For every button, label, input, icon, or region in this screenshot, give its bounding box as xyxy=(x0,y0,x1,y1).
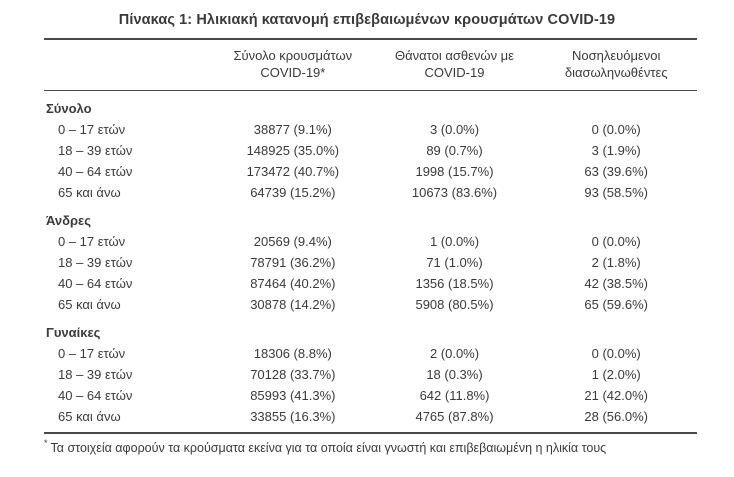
age-label: 65 και άνω xyxy=(58,297,121,312)
footnote: * Τα στοιχεία αφορούν τα κρούσματα εκείνα… xyxy=(44,438,734,455)
column-header-intubated: Νοσηλευόμενοι διασωληνωθέντες xyxy=(535,47,697,81)
cases-value: 70128 (33.7%) xyxy=(250,367,336,382)
age-label: 18 – 39 ετών xyxy=(58,143,133,158)
age-label: 65 και άνω xyxy=(58,409,121,424)
cases-value: 148925 (35.0%) xyxy=(246,143,340,158)
page-title: Πίνακας 1: Ηλικιακή κατανομή επιβεβαιωμέ… xyxy=(118,12,616,28)
cases-value: 30878 (14.2%) xyxy=(250,297,336,312)
column-header-cases: Σύνολο κρουσμάτων COVID-19* xyxy=(212,47,374,81)
table-row: 65 και άνω 64739 (15.2%) 10673 (83.6%) 9… xyxy=(44,182,697,203)
age-label: 0 – 17 ετών xyxy=(58,122,126,137)
column-header-intubated-line1: Νοσηλευόμενοι xyxy=(571,48,661,63)
intubated-value: 0 (0.0%) xyxy=(591,234,641,249)
intubated-value: 1 (2.0%) xyxy=(591,367,641,382)
table-header-row: Σύνολο κρουσμάτων COVID-19* Θάνατοι ασθε… xyxy=(44,40,697,90)
table-bottom-rule xyxy=(44,432,697,434)
intubated-value: 63 (39.6%) xyxy=(584,164,648,179)
cases-value: 87464 (40.2%) xyxy=(250,276,336,291)
age-label: 0 – 17 ετών xyxy=(58,346,126,361)
cases-value: 78791 (36.2%) xyxy=(250,255,336,270)
table-row: 65 και άνω 30878 (14.2%) 5908 (80.5%) 65… xyxy=(44,294,697,315)
table-header-rule xyxy=(44,90,697,91)
footnote-text: Τα στοιχεία αφορούν τα κρούσματα εκείνα … xyxy=(50,441,607,455)
deaths-value: 4765 (87.8%) xyxy=(415,409,494,424)
column-header-cases-line2: COVID-19* xyxy=(260,65,326,80)
table-row: 18 – 39 ετών 148925 (35.0%) 89 (0.7%) 3 … xyxy=(44,140,697,161)
footnote-asterisk: * xyxy=(44,438,48,448)
column-header-cases-line1: Σύνολο κρουσμάτων xyxy=(233,48,353,63)
age-label: 0 – 17 ετών xyxy=(58,234,126,249)
table-row: 0 – 17 ετών 38877 (9.1%) 3 (0.0%) 0 (0.0… xyxy=(44,119,697,140)
column-header-deaths: Θάνατοι ασθενών με COVID-19 xyxy=(374,47,536,81)
table-row: 0 – 17 ετών 18306 (8.8%) 2 (0.0%) 0 (0.0… xyxy=(44,343,697,364)
age-label: 18 – 39 ετών xyxy=(58,255,133,270)
cases-value: 173472 (40.7%) xyxy=(246,164,340,179)
deaths-value: 3 (0.0%) xyxy=(429,122,480,137)
header-stub-cell xyxy=(44,47,212,81)
table-row: 40 – 64 ετών 87464 (40.2%) 1356 (18.5%) … xyxy=(44,273,697,294)
table-row: 0 – 17 ετών 20569 (9.4%) 1 (0.0%) 0 (0.0… xyxy=(44,231,697,252)
section-header-men: Άνδρες xyxy=(46,213,91,228)
deaths-value: 89 (0.7%) xyxy=(426,143,483,158)
deaths-value: 1 (0.0%) xyxy=(429,234,480,249)
intubated-value: 21 (42.0%) xyxy=(584,388,648,403)
intubated-value: 65 (59.6%) xyxy=(584,297,648,312)
column-header-deaths-line2: COVID-19 xyxy=(424,65,485,80)
age-label: 40 – 64 ετών xyxy=(58,164,133,179)
column-header-intubated-line2: διασωληνωθέντες xyxy=(564,65,668,80)
intubated-value: 42 (38.5%) xyxy=(584,276,648,291)
age-label: 65 και άνω xyxy=(58,185,121,200)
cases-value: 64739 (15.2%) xyxy=(250,185,336,200)
column-header-deaths-line1: Θάνατοι ασθενών με xyxy=(395,48,514,63)
cases-value: 20569 (9.4%) xyxy=(253,234,332,249)
deaths-value: 5908 (80.5%) xyxy=(415,297,494,312)
age-label: 40 – 64 ετών xyxy=(58,388,133,403)
intubated-value: 28 (56.0%) xyxy=(584,409,648,424)
deaths-value: 1356 (18.5%) xyxy=(415,276,494,291)
deaths-value: 1998 (15.7%) xyxy=(415,164,494,179)
table-row: 65 και άνω 33855 (16.3%) 4765 (87.8%) 28… xyxy=(44,406,697,427)
cases-value: 85993 (41.3%) xyxy=(250,388,336,403)
table-row: 18 – 39 ετών 78791 (36.2%) 71 (1.0%) 2 (… xyxy=(44,252,697,273)
cases-value: 38877 (9.1%) xyxy=(253,122,332,137)
table-top-rule xyxy=(44,38,697,40)
covid-age-distribution-table: Σύνολο κρουσμάτων COVID-19* Θάνατοι ασθε… xyxy=(44,38,697,434)
intubated-value: 0 (0.0%) xyxy=(591,346,641,361)
deaths-value: 18 (0.3%) xyxy=(426,367,483,382)
deaths-value: 71 (1.0%) xyxy=(426,255,483,270)
age-label: 40 – 64 ετών xyxy=(58,276,133,291)
table-row: 40 – 64 ετών 85993 (41.3%) 642 (11.8%) 2… xyxy=(44,385,697,406)
deaths-value: 10673 (83.6%) xyxy=(411,185,498,200)
intubated-value: 0 (0.0%) xyxy=(591,122,641,137)
cases-value: 18306 (8.8%) xyxy=(253,346,332,361)
deaths-value: 642 (11.8%) xyxy=(419,388,490,403)
intubated-value: 3 (1.9%) xyxy=(591,143,641,158)
age-label: 18 – 39 ετών xyxy=(58,367,133,382)
cases-value: 33855 (16.3%) xyxy=(250,409,336,424)
table-row: 18 – 39 ετών 70128 (33.7%) 18 (0.3%) 1 (… xyxy=(44,364,697,385)
intubated-value: 93 (58.5%) xyxy=(584,185,648,200)
section-header-total: Σύνολο xyxy=(46,101,92,116)
table-row: 40 – 64 ετών 173472 (40.7%) 1998 (15.7%)… xyxy=(44,161,697,182)
intubated-value: 2 (1.8%) xyxy=(591,255,641,270)
section-header-women: Γυναίκες xyxy=(46,325,101,340)
deaths-value: 2 (0.0%) xyxy=(429,346,480,361)
